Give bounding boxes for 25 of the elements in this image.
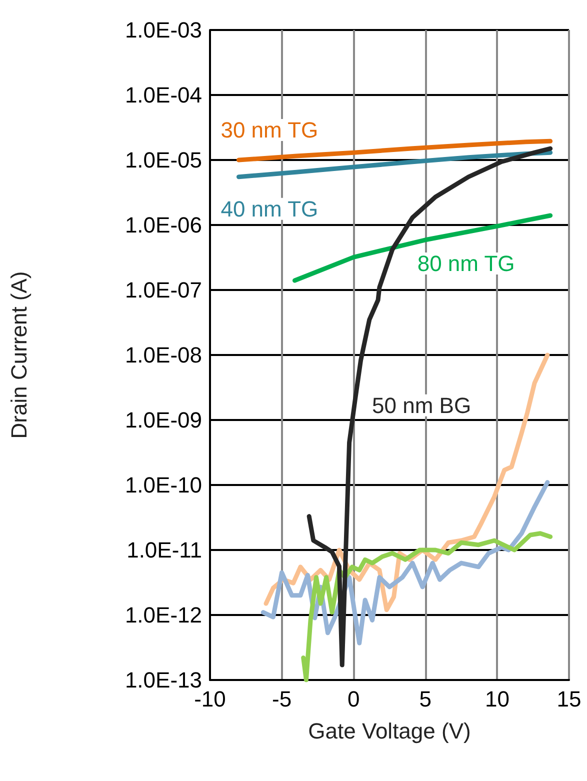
y-axis-title: Drain Current (A) (6, 271, 32, 439)
line-series (236, 138, 553, 162)
x-axis-title: Gate Voltage (V) (308, 718, 471, 744)
series-label: 40 nm TG (220, 196, 318, 222)
y-tick-label: 1.0E-09 (124, 408, 202, 432)
series-label: 80 nm TG (417, 251, 515, 276)
x-tick-label: 10 (484, 686, 510, 712)
series-label: 30 nm TG (220, 118, 318, 142)
line-series (236, 150, 553, 180)
y-tick-label: 1.0E-10 (124, 472, 202, 498)
x-tick-label: 15 (556, 686, 582, 712)
y-tick-label: 1.0E-05 (124, 148, 202, 172)
series-label: 50 nm BG (372, 392, 472, 418)
y-tick-label: 1.0E-11 (126, 538, 202, 562)
y-tick-label: 1.0E-08 (124, 342, 202, 368)
x-tick-label: -5 (272, 686, 292, 712)
y-tick-label: 1.0E-04 (124, 82, 202, 108)
x-tick-label: 0 (347, 686, 360, 712)
y-tick-label: 1.0E-03 (124, 18, 202, 42)
line-series (301, 531, 553, 682)
line-series (260, 480, 550, 646)
y-tick-label: 1.0E-07 (124, 278, 202, 302)
x-tick-label: 5 (419, 686, 432, 712)
y-tick-label: 1.0E-06 (124, 212, 202, 238)
y-tick-label: 1.0E-12 (124, 602, 202, 628)
